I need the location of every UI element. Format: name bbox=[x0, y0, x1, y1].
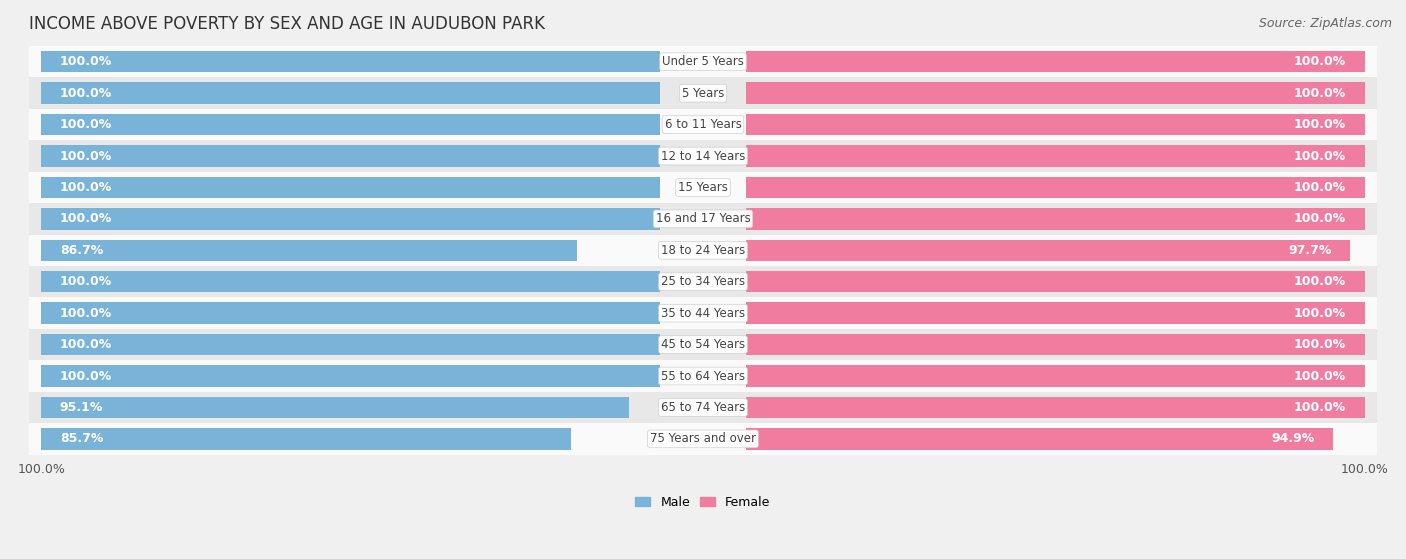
Text: 100.0%: 100.0% bbox=[1294, 149, 1346, 163]
Bar bbox=[747, 334, 1365, 356]
Text: 16 and 17 Years: 16 and 17 Years bbox=[655, 212, 751, 225]
Text: 100.0%: 100.0% bbox=[1294, 212, 1346, 225]
Legend: Male, Female: Male, Female bbox=[630, 491, 776, 514]
Text: 25 to 34 Years: 25 to 34 Years bbox=[661, 275, 745, 288]
Text: 15 Years: 15 Years bbox=[678, 181, 728, 194]
Text: 85.7%: 85.7% bbox=[60, 432, 103, 446]
Bar bbox=[30, 361, 1376, 392]
Bar bbox=[41, 51, 659, 73]
Bar bbox=[41, 240, 578, 261]
Text: 100.0%: 100.0% bbox=[1294, 338, 1346, 351]
Text: 100.0%: 100.0% bbox=[60, 55, 112, 68]
Bar bbox=[30, 172, 1376, 203]
Text: 55 to 64 Years: 55 to 64 Years bbox=[661, 369, 745, 382]
Text: INCOME ABOVE POVERTY BY SEX AND AGE IN AUDUBON PARK: INCOME ABOVE POVERTY BY SEX AND AGE IN A… bbox=[30, 15, 546, 33]
Text: 100.0%: 100.0% bbox=[1294, 87, 1346, 100]
Text: 5 Years: 5 Years bbox=[682, 87, 724, 100]
Bar bbox=[747, 366, 1365, 387]
Bar bbox=[41, 366, 659, 387]
Bar bbox=[41, 428, 571, 449]
Text: Source: ZipAtlas.com: Source: ZipAtlas.com bbox=[1258, 17, 1392, 30]
Bar bbox=[41, 271, 659, 292]
Text: 100.0%: 100.0% bbox=[60, 181, 112, 194]
Text: 100.0%: 100.0% bbox=[1294, 307, 1346, 320]
Bar bbox=[30, 46, 1376, 78]
Text: 100.0%: 100.0% bbox=[60, 118, 112, 131]
Text: 35 to 44 Years: 35 to 44 Years bbox=[661, 307, 745, 320]
Text: 100.0%: 100.0% bbox=[1294, 401, 1346, 414]
Text: 94.9%: 94.9% bbox=[1271, 432, 1315, 446]
Text: 12 to 14 Years: 12 to 14 Years bbox=[661, 149, 745, 163]
Text: 100.0%: 100.0% bbox=[60, 149, 112, 163]
Text: 100.0%: 100.0% bbox=[1294, 275, 1346, 288]
Text: 65 to 74 Years: 65 to 74 Years bbox=[661, 401, 745, 414]
Bar bbox=[41, 145, 659, 167]
Text: 100.0%: 100.0% bbox=[1294, 55, 1346, 68]
Text: 75 Years and over: 75 Years and over bbox=[650, 432, 756, 446]
Bar bbox=[41, 83, 659, 104]
Text: 45 to 54 Years: 45 to 54 Years bbox=[661, 338, 745, 351]
Text: 100.0%: 100.0% bbox=[60, 87, 112, 100]
Bar bbox=[747, 83, 1365, 104]
Bar bbox=[30, 297, 1376, 329]
Text: 100.0%: 100.0% bbox=[60, 275, 112, 288]
Bar bbox=[41, 397, 630, 418]
Text: 100.0%: 100.0% bbox=[60, 307, 112, 320]
Bar bbox=[30, 329, 1376, 361]
Text: 100.0%: 100.0% bbox=[60, 212, 112, 225]
Bar bbox=[41, 177, 659, 198]
Text: 6 to 11 Years: 6 to 11 Years bbox=[665, 118, 741, 131]
Bar bbox=[30, 266, 1376, 297]
Bar bbox=[41, 302, 659, 324]
Bar bbox=[747, 428, 1333, 449]
Bar bbox=[30, 392, 1376, 423]
Bar bbox=[30, 109, 1376, 140]
Bar bbox=[747, 114, 1365, 135]
Bar bbox=[747, 271, 1365, 292]
Bar bbox=[30, 423, 1376, 454]
Bar bbox=[747, 51, 1365, 73]
Text: 95.1%: 95.1% bbox=[60, 401, 103, 414]
Text: 100.0%: 100.0% bbox=[60, 338, 112, 351]
Bar bbox=[30, 140, 1376, 172]
Bar bbox=[30, 235, 1376, 266]
Text: Under 5 Years: Under 5 Years bbox=[662, 55, 744, 68]
Text: 97.7%: 97.7% bbox=[1288, 244, 1331, 257]
Bar bbox=[747, 177, 1365, 198]
Bar bbox=[41, 334, 659, 356]
Text: 100.0%: 100.0% bbox=[1294, 369, 1346, 382]
Bar bbox=[747, 208, 1365, 230]
Text: 100.0%: 100.0% bbox=[1294, 118, 1346, 131]
Bar bbox=[30, 203, 1376, 235]
Text: 86.7%: 86.7% bbox=[60, 244, 103, 257]
Bar bbox=[747, 397, 1365, 418]
Bar bbox=[30, 78, 1376, 109]
Bar bbox=[747, 240, 1351, 261]
Text: 100.0%: 100.0% bbox=[60, 369, 112, 382]
Text: 18 to 24 Years: 18 to 24 Years bbox=[661, 244, 745, 257]
Bar bbox=[41, 114, 659, 135]
Bar bbox=[747, 302, 1365, 324]
Text: 100.0%: 100.0% bbox=[1294, 181, 1346, 194]
Bar bbox=[41, 208, 659, 230]
Bar bbox=[747, 145, 1365, 167]
